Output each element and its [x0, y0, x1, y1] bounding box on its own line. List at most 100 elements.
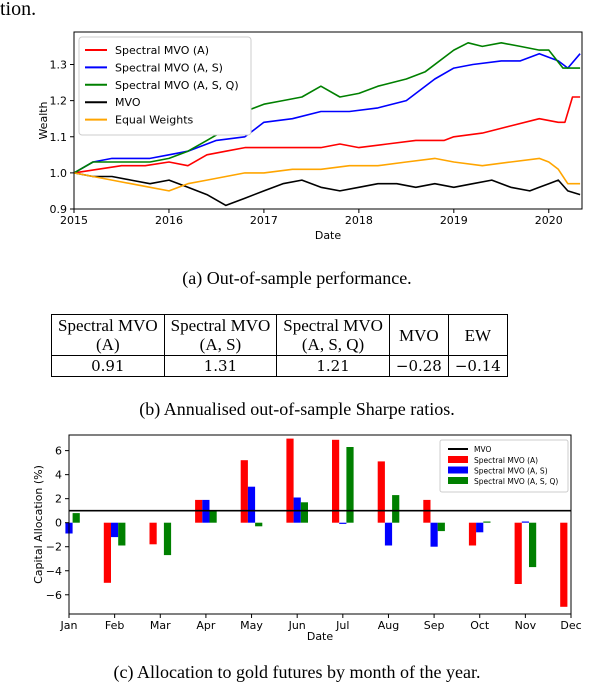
legend-swatch-spectral-mvo-a-s-q [448, 477, 468, 484]
y-tick-label: 6 [55, 445, 62, 458]
x-tick-label: 2015 [60, 214, 88, 227]
caption-a: (a) Out-of-sample performance. [182, 268, 412, 288]
wealth-line-chart: 2015 2016 2017 2018 2019 2020 0.9 1.0 1.1 1.2 1.3 D… [37, 31, 583, 242]
x-tick-label: 2017 [250, 214, 278, 227]
bar-spectral-mvo-a-s-q-jul [346, 447, 354, 523]
y-axis-label: Capital Allocation (%) [32, 465, 45, 584]
series-line-spectral-mvo-a-s-q [73, 42, 581, 174]
bar-spectral-mvo-a-feb [103, 522, 111, 583]
y-tick-label: −4 [46, 565, 62, 578]
x-tick-label: Mar [150, 619, 171, 632]
bar-spectral-mvo-a-s-nov [521, 521, 529, 523]
series-line-mvo [73, 172, 581, 207]
series-line-equal-weights [73, 157, 581, 192]
x-tick-label: Oct [470, 619, 490, 632]
y-tick-label: 0 [55, 517, 62, 530]
bar-spectral-mvo-a-s-oct [476, 522, 484, 533]
header-spectral-mvo-a: Spectral MVO (A) [51, 314, 165, 356]
bar-spectral-mvo-a-s-q-apr [209, 510, 217, 523]
bar-spectral-mvo-a-s-q-feb [118, 522, 126, 546]
x-tick-label: May [240, 619, 263, 632]
x-tick-label: Aug [378, 619, 399, 632]
bar-spectral-mvo-a-jun [286, 438, 294, 523]
plot-frame [68, 434, 572, 615]
y-tick-label: 1.1 [50, 131, 68, 144]
legend: Spectral MVO (A) Spectral MVO (A, S) Spect… [78, 36, 252, 136]
bar-spectral-mvo-a-jul [332, 439, 340, 523]
bar-spectral-mvo-a-s-q-jun [300, 502, 308, 523]
x-tick-label: Apr [196, 619, 216, 632]
value-spectral-mvo-as: 1.31 [163, 355, 278, 377]
bar-spectral-mvo-a-s-q-oct [483, 521, 491, 523]
bar-spectral-mvo-a-nov [514, 522, 522, 584]
x-tick-label: Jan [60, 619, 78, 632]
x-tick-label: 2020 [535, 214, 563, 227]
bar-spectral-mvo-a-dec [560, 522, 568, 607]
gold-allocation-bar-chart: Jan Feb Mar Apr May Jun Jul Aug Sep Oct Nov Dec −6 −4… [32, 434, 582, 643]
x-axis-label: Date [315, 229, 342, 242]
legend-label-spectral-mvo-a: Spectral MVO (A) [115, 44, 209, 57]
bar-spectral-mvo-a-s-q-sep [437, 522, 445, 532]
y-tick-label: 1.2 [50, 95, 68, 108]
legend-box [78, 36, 252, 136]
x-tick-label: Jul [335, 619, 349, 632]
bar-spectral-mvo-a-s-may [247, 486, 256, 523]
caption-b: (b) Annualised out-of-sample Sharpe rati… [139, 399, 455, 419]
y-tick-label: 2 [55, 493, 62, 506]
bar-spectral-mvo-a-aug [377, 461, 385, 523]
preceding-text-fragment: tion. [0, 0, 37, 20]
bar-spectral-mvo-a-s-q-aug [392, 495, 400, 523]
y-tick-label: 0.9 [50, 203, 68, 216]
value-ew: −0.14 [447, 355, 508, 377]
series-line-spectral-mvo-a-s [73, 52, 581, 174]
x-tick-label: 2016 [155, 214, 183, 227]
bar-spectral-mvo-a-oct [468, 522, 477, 546]
bar-spectral-mvo-a-s-q-may [255, 522, 263, 527]
value-mvo: −0.28 [388, 355, 449, 377]
header-spectral-mvo-as: Spectral MVO (A, S) [163, 314, 278, 356]
legend-label-spectral-mvo-a: Spectral MVO (A) [474, 456, 538, 465]
header-spectral-mvo-asq: Spectral MVO (A, S, Q) [276, 314, 390, 356]
sharpe-ratio-table: Spectral MVO (A) Spectral MVO (A, S) Spect… [51, 314, 508, 377]
header-ew: EW [447, 314, 508, 356]
x-tick-label: Feb [105, 619, 124, 632]
plot-frame [73, 31, 583, 210]
bar-spectral-mvo-a-s-q-jan [72, 513, 80, 523]
y-tick-label: −6 [46, 589, 62, 602]
y-tick-label: 1.3 [50, 59, 68, 72]
bar-spectral-mvo-a-s-aug [384, 522, 393, 546]
legend-label-spectral-mvo-a-s: Spectral MVO (A, S) [115, 61, 223, 74]
legend: MVO Spectral MVO (A) Spectral MVO (A, S)Sp… [439, 439, 569, 493]
x-tick-label: Sep [424, 619, 445, 632]
legend-box [439, 439, 569, 493]
legend-label-equal-weights: Equal Weights [115, 114, 194, 127]
bar-spectral-mvo-a-s-q-mar [163, 522, 172, 556]
x-tick-label: Nov [515, 619, 537, 632]
bar-spectral-mvo-a-s-jul [339, 522, 347, 524]
x-axis-label: Date [307, 630, 334, 643]
bar-spectral-mvo-a-mar [149, 522, 157, 545]
bar-spectral-mvo-a-s-feb [111, 522, 119, 538]
legend-swatch-spectral-mvo-a-s [448, 466, 468, 474]
value-spectral-mvo-a: 0.91 [51, 355, 165, 377]
y-tick-label: 4 [55, 469, 62, 482]
x-tick-label: 2019 [440, 214, 468, 227]
series-line-spectral-mvo-a [73, 96, 581, 174]
legend-swatch-spectral-mvo-a [448, 456, 468, 463]
y-tick-label: −2 [46, 541, 62, 554]
legend-label-mvo: MVO [474, 445, 491, 454]
legend-label-mvo: MVO [115, 96, 141, 109]
value-spectral-mvo-asq: 1.21 [276, 355, 390, 377]
x-tick-label: Dec [560, 619, 581, 632]
bar-spectral-mvo-a-s-q-nov [529, 522, 537, 568]
bar-spectral-mvo-a-may [240, 460, 248, 523]
caption-c: (c) Allocation to gold futures by month … [113, 662, 481, 682]
y-tick-label: 1.0 [50, 167, 68, 180]
y-axis-label: Wealth [37, 101, 50, 139]
x-tick-label: Jun [288, 619, 306, 632]
header-mvo: MVO [388, 314, 449, 356]
bar-spectral-mvo-a-s-sep [430, 522, 438, 547]
sharpe-table-header-row: Spectral MVO (A) Spectral MVO (A, S) Spect… [51, 314, 508, 356]
legend-label-spectral-mvo-a-s: Spectral MVO (A, S) [474, 467, 548, 476]
legend-label-spectral-mvo-a-s-q: Spectral MVO (A, S, Q) [474, 477, 558, 486]
